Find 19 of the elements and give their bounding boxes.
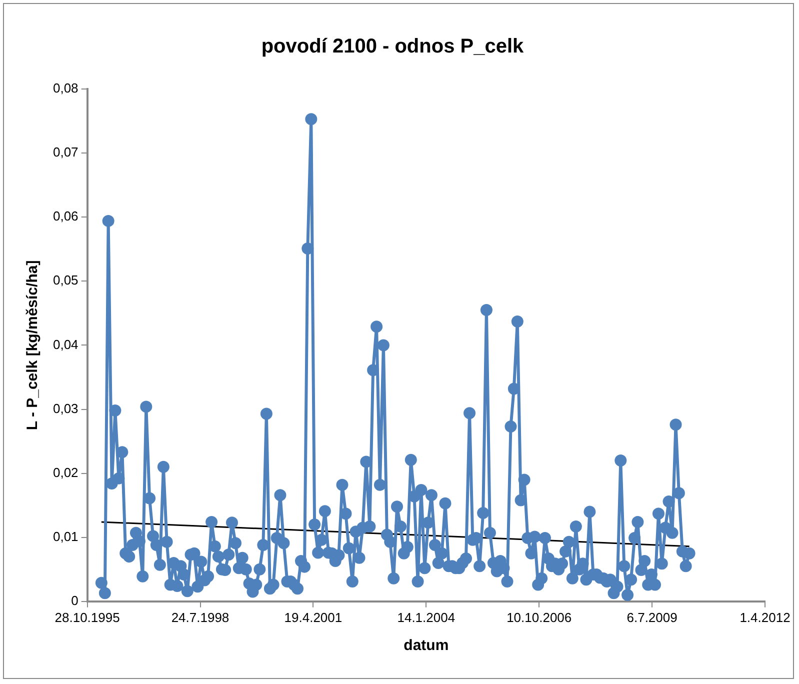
- x-tick-label: 24.7.1998: [171, 610, 230, 625]
- x-axis-title: datum: [404, 637, 449, 654]
- x-tick-label: 14.1.2004: [397, 610, 456, 625]
- x-tick-label: 10.10.2006: [506, 610, 572, 625]
- y-axis-title: L - P_celk [kg/měsíc/ha]: [24, 260, 42, 430]
- chart-title: povodí 2100 - odnos P_celk: [261, 36, 525, 58]
- y-tick-label: 0: [71, 592, 78, 608]
- y-tick-label: 0,04: [52, 336, 78, 352]
- y-tick-label: 0,01: [52, 528, 78, 544]
- y-tick-label: 0,02: [52, 464, 78, 480]
- y-tick-label: 0,06: [52, 208, 78, 224]
- x-tick-label: 19.4.2001: [284, 610, 342, 625]
- x-tick-label: 1.4.2012: [740, 610, 790, 625]
- y-tick-label: 0,05: [52, 272, 78, 288]
- y-tick-label: 0,08: [52, 80, 78, 96]
- x-tick-label: 28.10.1995: [54, 610, 120, 625]
- y-tick-label: 0,07: [52, 144, 78, 160]
- y-tick-label: 0,03: [52, 400, 78, 416]
- x-tick-label: 6.7.2009: [626, 610, 678, 625]
